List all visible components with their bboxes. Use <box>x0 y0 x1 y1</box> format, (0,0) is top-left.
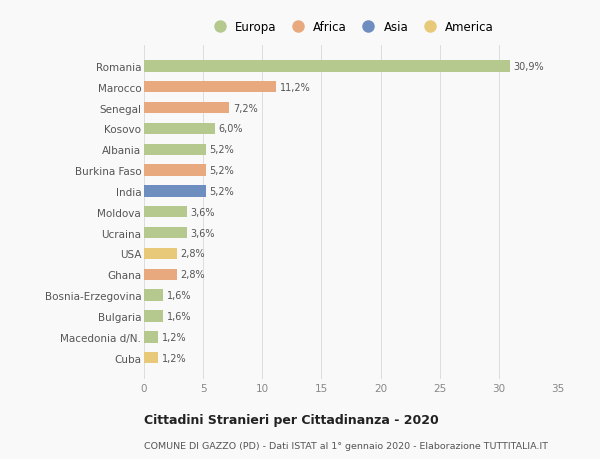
Text: COMUNE DI GAZZO (PD) - Dati ISTAT al 1° gennaio 2020 - Elaborazione TUTTITALIA.I: COMUNE DI GAZZO (PD) - Dati ISTAT al 1° … <box>144 441 548 450</box>
Bar <box>144 290 163 301</box>
Bar <box>144 207 187 218</box>
Text: 7,2%: 7,2% <box>233 103 257 113</box>
Bar <box>144 61 509 73</box>
Text: 1,6%: 1,6% <box>166 291 191 301</box>
Bar <box>144 331 158 343</box>
Text: 11,2%: 11,2% <box>280 83 311 93</box>
Text: 30,9%: 30,9% <box>513 62 544 72</box>
Text: 5,2%: 5,2% <box>209 166 234 176</box>
Text: 1,2%: 1,2% <box>162 353 187 363</box>
Bar <box>144 82 277 93</box>
Bar <box>144 248 177 260</box>
Text: 2,8%: 2,8% <box>181 249 205 259</box>
Bar <box>144 352 158 364</box>
Legend: Europa, Africa, Asia, America: Europa, Africa, Asia, America <box>206 18 496 36</box>
Bar <box>144 311 163 322</box>
Text: 3,6%: 3,6% <box>190 207 215 217</box>
Bar <box>144 103 229 114</box>
Bar <box>144 186 206 197</box>
Bar <box>144 144 206 156</box>
Text: 1,2%: 1,2% <box>162 332 187 342</box>
Bar <box>144 269 177 280</box>
Bar <box>144 165 206 176</box>
Text: 3,6%: 3,6% <box>190 228 215 238</box>
Text: Cittadini Stranieri per Cittadinanza - 2020: Cittadini Stranieri per Cittadinanza - 2… <box>144 413 439 426</box>
Bar <box>144 227 187 239</box>
Text: 5,2%: 5,2% <box>209 186 234 196</box>
Text: 1,6%: 1,6% <box>166 311 191 321</box>
Bar <box>144 123 215 135</box>
Text: 6,0%: 6,0% <box>218 124 243 134</box>
Text: 5,2%: 5,2% <box>209 145 234 155</box>
Text: 2,8%: 2,8% <box>181 270 205 280</box>
